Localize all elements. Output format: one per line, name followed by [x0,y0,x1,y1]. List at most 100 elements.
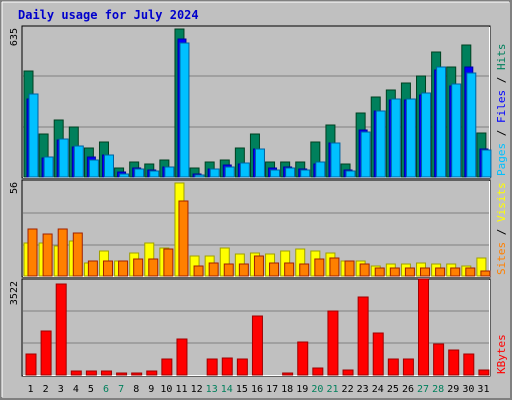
bar-kbytes-day-16 [251,315,263,376]
x-tick-label-21: 21 [326,384,338,395]
bar-kbytes-day-28 [433,343,445,376]
legend-visits: Visits [495,182,508,222]
bar-pages-day-17 [270,169,281,178]
bar-sites-day-28 [435,267,446,277]
bar-kbytes-day-25 [387,358,399,376]
kbytes-legend: KBytes [495,334,508,374]
bar-kbytes-day-26 [402,358,414,376]
bar-kbytes-day-1 [25,353,37,376]
bar-pages-day-21 [330,142,341,178]
bar-pages-day-23 [360,131,371,178]
x-tick-label-20: 20 [311,384,323,395]
x-tick-label-16: 16 [251,384,263,395]
x-tick-label-1: 1 [28,384,34,395]
bar-pages-day-4 [73,145,84,178]
x-axis-labels: 1 2 3 4 5 6 7 8 9 10 11 12 13 14 15 16 17 18 19 20 21 22 23 24 2… [28,384,490,395]
bar-sites-day-25 [389,267,400,277]
bar-pages-day-5 [88,159,99,178]
bar-kbytes-day-18 [282,372,294,376]
x-tick-label-10: 10 [160,384,172,395]
x-tick-label-12: 12 [191,384,203,395]
x-tick-label-15: 15 [236,384,248,395]
bar-kbytes-day-3 [55,283,67,376]
bar-pages-day-31 [481,149,492,178]
bar-sites-day-20 [314,258,325,277]
kbytes-ymax-label: 3522 [9,281,20,305]
bar-sites-day-31 [480,270,491,277]
hits-files-pages-ymax-label: 635 [9,28,20,46]
x-tick-label-11: 11 [175,384,187,395]
bar-sites-day-8 [133,258,144,277]
x-tick-label-27: 27 [417,384,429,395]
bar-pages-day-22 [345,170,356,178]
legend-files: Files [495,90,508,123]
bar-sites-day-30 [465,267,476,277]
bar-kbytes-day-4 [70,370,82,376]
bar-sites-day-16 [253,255,264,277]
x-tick-label-9: 9 [148,384,154,395]
bar-kbytes-day-19 [297,341,309,376]
bar-kbytes-day-31 [478,369,490,376]
bar-sites-day-1 [27,228,38,277]
bar-sites-day-15 [238,263,249,277]
x-tick-label-18: 18 [281,384,293,395]
bar-kbytes-day-9 [146,370,158,376]
bar-sites-day-23 [359,263,370,277]
bar-sites-day-4 [72,232,83,277]
x-tick-label-4: 4 [73,384,79,395]
bar-pages-day-12 [194,174,205,178]
bar-pages-day-11 [179,42,190,178]
x-tick-label-31: 31 [477,384,489,395]
bar-pages-day-15 [239,162,250,178]
bar-kbytes-day-30 [463,353,475,376]
bar-pages-day-16 [254,148,265,178]
bar-sites-day-10 [163,248,174,277]
x-tick-label-5: 5 [88,384,94,395]
bar-kbytes-day-29 [448,349,460,376]
x-tick-label-22: 22 [342,384,354,395]
chart-title: Daily usage for July 2024 [18,8,199,22]
bar-pages-day-18 [285,167,296,178]
bar-kbytes-day-27 [418,278,430,376]
x-tick-label-14: 14 [221,384,233,395]
x-tick-label-26: 26 [402,384,414,395]
bar-sites-day-13 [208,262,219,277]
bar-pages-day-2 [43,156,54,178]
bar-pages-day-28 [436,66,447,178]
x-tick-label-13: 13 [206,384,218,395]
bar-pages-day-8 [134,168,145,178]
bar-sites-day-2 [42,233,53,277]
bar-pages-day-13 [209,168,220,178]
bar-pages-day-20 [315,161,326,178]
bar-sites-day-21 [329,257,340,277]
visits-sites-ymax-label: 56 [9,182,20,194]
bar-sites-day-3 [57,228,68,277]
bar-sites-day-29 [450,267,461,277]
legend-pages: Pages [495,143,508,176]
x-tick-label-3: 3 [58,384,64,395]
bar-pages-day-1 [28,93,39,178]
bar-sites-day-9 [148,258,159,277]
bar-kbytes-day-6 [100,370,112,376]
x-tick-label-30: 30 [462,384,474,395]
chart-panels: 635 Pages / Files / Hits 56 Sites / Visits 3… [9,25,508,377]
bar-pages-day-25 [390,98,401,178]
bar-pages-day-27 [421,92,432,178]
bar-sites-day-24 [374,267,385,277]
bar-kbytes-day-13 [206,358,218,376]
x-tick-label-8: 8 [133,384,139,395]
bar-kbytes-day-14 [221,357,233,376]
hits-files-pages-legend: Pages / Files / Hits [495,44,508,177]
x-tick-label-17: 17 [266,384,278,395]
legend-hits: Hits [495,44,508,71]
bar-sites-day-26 [404,267,415,277]
bar-sites-day-7 [118,260,129,277]
bar-sites-day-19 [299,263,310,277]
bar-sites-day-18 [284,262,295,277]
bar-pages-day-7 [119,173,130,178]
x-tick-label-7: 7 [118,384,124,395]
bar-kbytes-day-22 [342,369,354,376]
